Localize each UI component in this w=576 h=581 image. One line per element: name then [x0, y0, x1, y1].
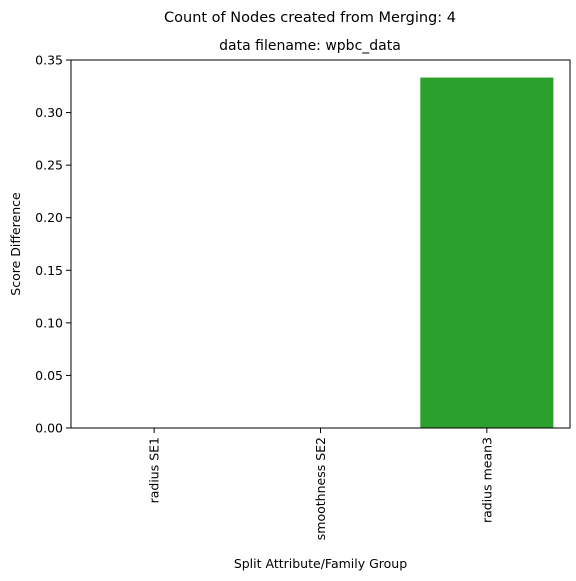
y-tick-label: 0.05: [35, 368, 63, 383]
y-tick-label: 0.30: [35, 105, 63, 120]
y-axis-label: Score Difference: [8, 192, 23, 296]
plot-frame: [70, 59, 571, 429]
chart-title: data filename: wpbc_data: [219, 38, 401, 54]
y-tick-label: 0.15: [35, 263, 63, 278]
y-tick-label: 0.35: [35, 53, 63, 68]
x-tick-label: smoothness SE2: [313, 437, 328, 540]
y-tick-label: 0.10: [35, 315, 63, 330]
y-tick-label: 0.25: [35, 158, 63, 173]
x-tick-label: radius SE1: [147, 437, 162, 503]
chart-suptitle: Count of Nodes created from Merging: 4: [164, 10, 456, 26]
x-tick-label: radius mean3: [479, 437, 494, 523]
y-tick-label: 0.00: [35, 421, 63, 436]
bar: [420, 77, 554, 428]
x-axis-label: Split Attribute/Family Group: [234, 556, 407, 571]
y-tick-label: 0.20: [35, 210, 63, 225]
